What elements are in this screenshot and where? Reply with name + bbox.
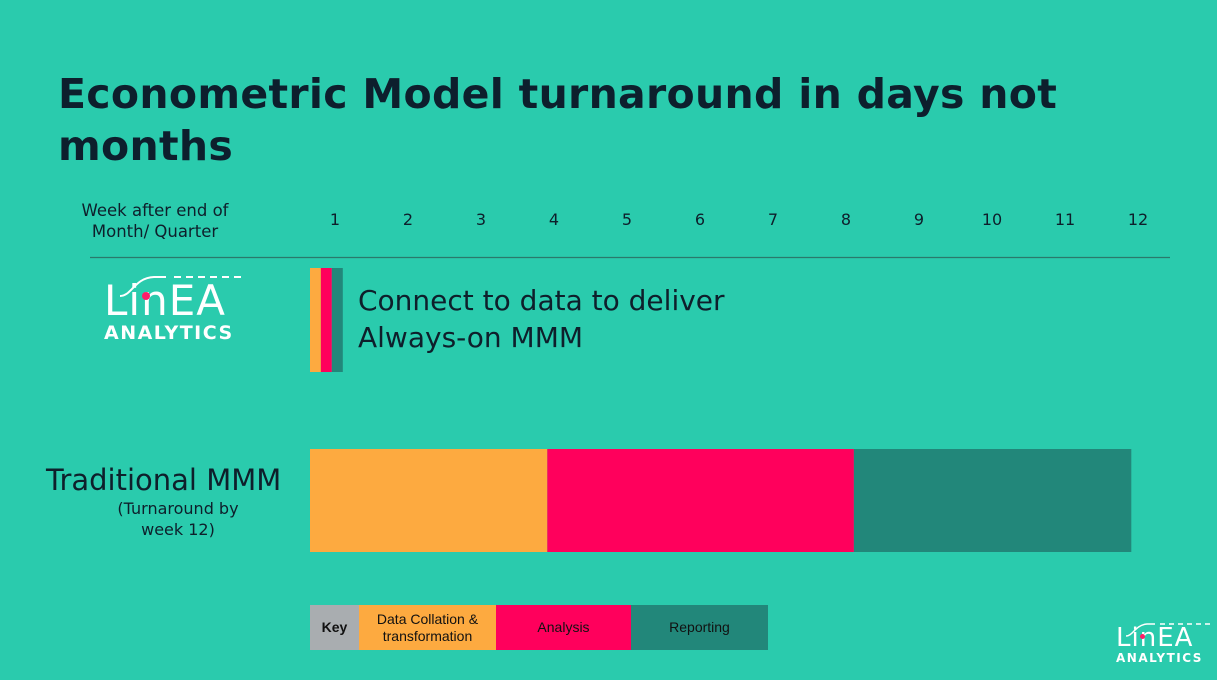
week-tick-2: 2: [403, 210, 413, 229]
logo-subtext: ANALYTICS: [104, 322, 234, 344]
key-data-collation: Data Collation & transformation: [359, 605, 496, 650]
week-tick-7: 7: [768, 210, 778, 229]
bar-traditional-mmm-data-collation-transformation: [310, 449, 548, 552]
timeline-bars: [310, 268, 1132, 552]
always-on-description: Connect to data to deliver Always-on MMM: [358, 284, 725, 354]
week-tick-1: 1: [330, 210, 340, 229]
key-header: Key: [310, 605, 359, 650]
logo-dot-icon: [142, 292, 150, 300]
week-tick-10: 10: [982, 210, 1002, 229]
logo-word: LinEA: [1116, 623, 1194, 653]
bar-always-on-mmm-data-collation-transformation: [310, 268, 321, 372]
key-reporting: Reporting: [631, 605, 768, 650]
bar-always-on-mmm-reporting: [331, 268, 343, 372]
week-tick-6: 6: [695, 210, 705, 229]
key-analysis: Analysis: [496, 605, 631, 650]
week-tick-11: 11: [1055, 210, 1075, 229]
week-axis-label: Week after end of Month/ Quarter: [81, 201, 229, 241]
bar-traditional-mmm-analysis: [547, 449, 854, 552]
logo-swoosh-icon: [119, 276, 244, 297]
week-tick-4: 4: [549, 210, 559, 229]
week-tick-9: 9: [914, 210, 924, 229]
week-tick-5: 5: [622, 210, 632, 229]
logo-swoosh-icon: [1125, 623, 1211, 637]
logo-dot-icon: [1140, 634, 1145, 639]
week-tick-12: 12: [1128, 210, 1148, 229]
page-title: Econometric Model turnaround in days not…: [58, 70, 1058, 170]
traditional-mmm-subtitle: (Turnaround by week 12): [117, 499, 239, 539]
legend-key: Key Data Collation & transformation Anal…: [310, 605, 768, 650]
bar-traditional-mmm-reporting: [853, 449, 1132, 552]
week-ticks: 1 2 3 4 5 6 7 8 9 10 11 12: [330, 210, 1148, 229]
traditional-mmm-label: Traditional MMM: [46, 463, 282, 497]
linea-logo-small: LinEA ANALYTICS: [1116, 622, 1216, 672]
week-tick-3: 3: [476, 210, 486, 229]
linea-logo: LinEA ANALYTICS: [104, 272, 254, 352]
week-tick-8: 8: [841, 210, 851, 229]
logo-word: LinEA: [104, 276, 226, 325]
bar-always-on-mmm-analysis: [320, 268, 332, 372]
logo-subtext: ANALYTICS: [1116, 651, 1203, 665]
